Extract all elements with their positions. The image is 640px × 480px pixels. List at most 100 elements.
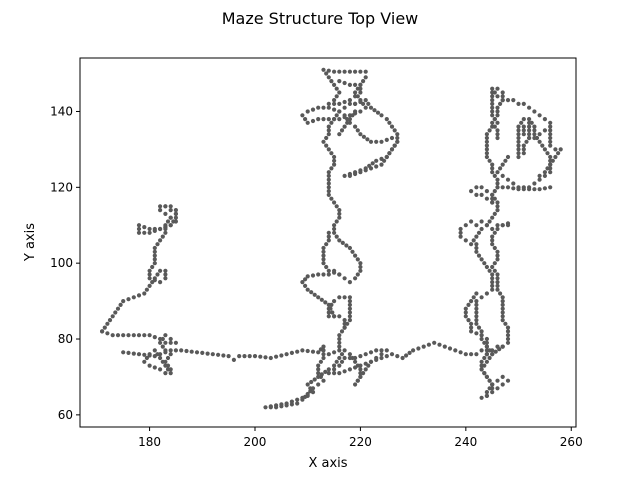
data-point xyxy=(339,352,345,357)
data-point xyxy=(492,211,497,216)
data-point xyxy=(548,143,553,148)
data-point xyxy=(365,137,370,142)
data-point xyxy=(347,318,352,323)
data-point xyxy=(358,170,363,175)
data-point xyxy=(490,287,495,292)
data-point xyxy=(152,253,157,258)
data-point xyxy=(323,300,328,305)
data-points xyxy=(100,67,563,410)
data-point xyxy=(326,230,331,235)
data-point xyxy=(152,257,157,262)
data-point xyxy=(237,354,242,359)
data-point xyxy=(384,117,389,122)
data-point xyxy=(532,187,537,192)
data-point xyxy=(490,276,495,281)
data-point xyxy=(326,238,331,243)
x-tick-label: 260 xyxy=(560,435,583,449)
data-point xyxy=(163,211,168,216)
data-point xyxy=(529,120,534,125)
data-point xyxy=(358,69,363,74)
data-point xyxy=(484,336,489,342)
data-point xyxy=(136,226,142,232)
data-point xyxy=(295,349,300,354)
data-point xyxy=(379,139,384,144)
data-point xyxy=(305,348,310,354)
data-point xyxy=(316,272,321,277)
data-point xyxy=(295,397,300,402)
data-point xyxy=(474,299,479,304)
data-point xyxy=(329,166,334,171)
data-point xyxy=(407,350,412,355)
data-point xyxy=(194,350,200,355)
data-point xyxy=(342,69,347,74)
data-point xyxy=(503,158,508,163)
data-point xyxy=(289,350,294,355)
data-point xyxy=(495,135,500,141)
data-point xyxy=(337,238,342,243)
data-point xyxy=(511,98,516,103)
data-point xyxy=(284,352,289,357)
data-point xyxy=(326,371,331,376)
data-point xyxy=(347,352,352,357)
data-point xyxy=(363,168,368,173)
data-point xyxy=(303,283,308,288)
data-point xyxy=(316,374,321,379)
data-point xyxy=(358,86,363,91)
data-point xyxy=(484,143,489,148)
data-point xyxy=(490,242,495,247)
data-point xyxy=(326,272,331,277)
y-tick-label: 60 xyxy=(58,408,73,422)
data-point xyxy=(321,352,326,357)
data-point xyxy=(216,352,221,357)
data-point xyxy=(532,124,537,129)
data-point xyxy=(384,137,389,142)
data-point xyxy=(160,359,165,364)
data-point xyxy=(168,215,173,220)
data-point xyxy=(374,164,379,169)
data-point xyxy=(389,352,395,357)
data-point xyxy=(163,363,168,368)
data-point xyxy=(495,86,500,91)
data-point xyxy=(105,321,110,326)
data-point xyxy=(495,276,500,281)
data-point xyxy=(532,109,537,114)
data-point xyxy=(337,132,342,137)
data-point xyxy=(534,135,540,141)
data-point xyxy=(500,98,505,103)
data-point xyxy=(490,238,495,243)
chart-title: Maze Structure Top View xyxy=(222,9,419,28)
plot-area-frame xyxy=(79,57,577,428)
data-point xyxy=(340,240,345,245)
data-point xyxy=(337,69,342,74)
data-point xyxy=(326,173,331,178)
data-point xyxy=(353,101,358,106)
data-point xyxy=(474,302,479,307)
data-point xyxy=(326,124,331,129)
data-point xyxy=(495,177,500,182)
data-point xyxy=(165,367,171,372)
data-point xyxy=(363,352,368,357)
data-point xyxy=(542,186,548,191)
data-point xyxy=(355,128,360,133)
data-point xyxy=(511,186,516,191)
data-point xyxy=(337,363,342,368)
data-point xyxy=(330,310,335,315)
data-point xyxy=(328,306,333,311)
data-point xyxy=(392,128,397,133)
data-point xyxy=(121,333,126,338)
data-point xyxy=(337,333,342,338)
data-point xyxy=(321,257,326,262)
data-point xyxy=(332,223,337,228)
data-point xyxy=(490,272,495,277)
data-point xyxy=(482,355,487,361)
data-point xyxy=(158,340,163,345)
data-point xyxy=(505,340,511,345)
data-point xyxy=(160,344,165,349)
data-point xyxy=(316,367,321,372)
data-point xyxy=(521,117,526,122)
data-point xyxy=(374,139,379,144)
data-point xyxy=(326,367,331,372)
data-point xyxy=(358,264,363,270)
data-point xyxy=(479,257,484,262)
data-point xyxy=(100,329,105,334)
